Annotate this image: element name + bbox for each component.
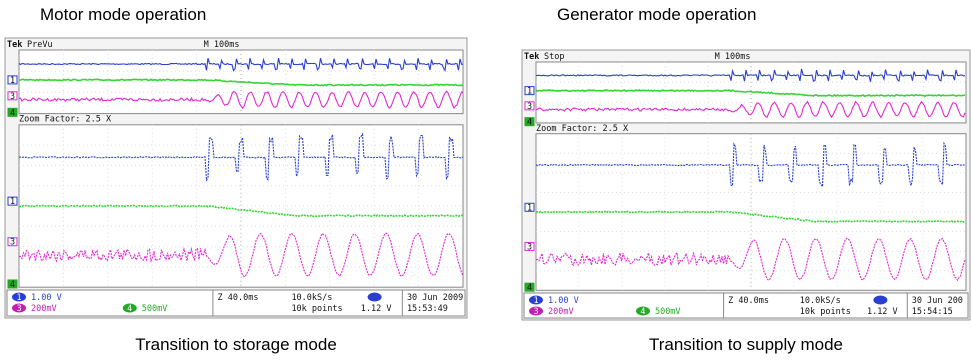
- zoom-time: Z 40.0ms: [728, 296, 769, 306]
- trigger-level: 1.12 V: [867, 307, 898, 317]
- timebase: M 100ms: [715, 52, 751, 62]
- time: 15:53:49: [407, 304, 448, 314]
- sample-rate: 10.0kS/s: [291, 293, 332, 303]
- trigger-badge: [873, 296, 887, 305]
- date: 30 Jun 200: [912, 296, 963, 306]
- channel-marker-label: 1: [527, 203, 532, 213]
- caption-top: Motor mode operation: [40, 5, 206, 24]
- channel-marker-label: 4: [10, 108, 15, 118]
- caption-bottom: Transition to supply mode: [649, 335, 843, 354]
- ch1-scale: 1.00 V: [31, 293, 62, 303]
- channel-badge-label: 1: [16, 293, 21, 303]
- status: Stop: [544, 52, 564, 62]
- channel-marker-label: 3: [10, 238, 15, 248]
- ch4-scale: 500mV: [655, 307, 681, 317]
- record-points: 10k points: [291, 304, 342, 314]
- channel-badge-label: 4: [127, 304, 132, 314]
- ch4-scale: 500mV: [142, 304, 168, 314]
- trigger-badge: [368, 293, 382, 302]
- zoom-factor: Zoom Factor: 2.5 X: [536, 124, 629, 134]
- trigger-level: 1.12 V: [361, 304, 392, 314]
- brand: Tek: [7, 40, 22, 50]
- channel-badge-label: 3: [16, 304, 21, 314]
- brand: Tek: [524, 52, 539, 62]
- ch3-scale: 200mV: [31, 304, 57, 314]
- channel-marker-label: 3: [527, 242, 532, 252]
- channel-marker-label: 1: [10, 197, 15, 207]
- caption-top: Generator mode operation: [557, 5, 756, 24]
- channel-marker-label: 1: [10, 76, 15, 86]
- zoom-factor: Zoom Factor: 2.5 X: [19, 115, 112, 125]
- caption-bottom: Transition to storage mode: [135, 335, 337, 354]
- channel-marker-label: 4: [527, 118, 532, 128]
- timebase: M 100ms: [204, 40, 240, 50]
- channel-marker-label: 3: [10, 92, 15, 102]
- channel-badge-label: 3: [533, 307, 538, 317]
- time: 15:54:15: [912, 307, 953, 317]
- sample-rate: 10.0kS/s: [800, 296, 841, 306]
- ch1-scale: 1.00 V: [548, 296, 579, 306]
- figure: Motor mode operation Transition to storag…: [0, 0, 972, 363]
- channel-badge-label: 1: [533, 296, 538, 306]
- channel-marker-label: 4: [10, 280, 15, 290]
- status: PreVu: [27, 40, 53, 50]
- date: 30 Jun 2009: [407, 293, 463, 303]
- ch3-scale: 200mV: [548, 307, 574, 317]
- zoom-time: Z 40.0ms: [218, 293, 259, 303]
- channel-marker-label: 1: [527, 87, 532, 97]
- channel-badge-label: 4: [640, 307, 645, 317]
- record-points: 10k points: [800, 307, 851, 317]
- channel-marker-label: 4: [527, 283, 532, 293]
- channel-marker-label: 3: [527, 102, 532, 112]
